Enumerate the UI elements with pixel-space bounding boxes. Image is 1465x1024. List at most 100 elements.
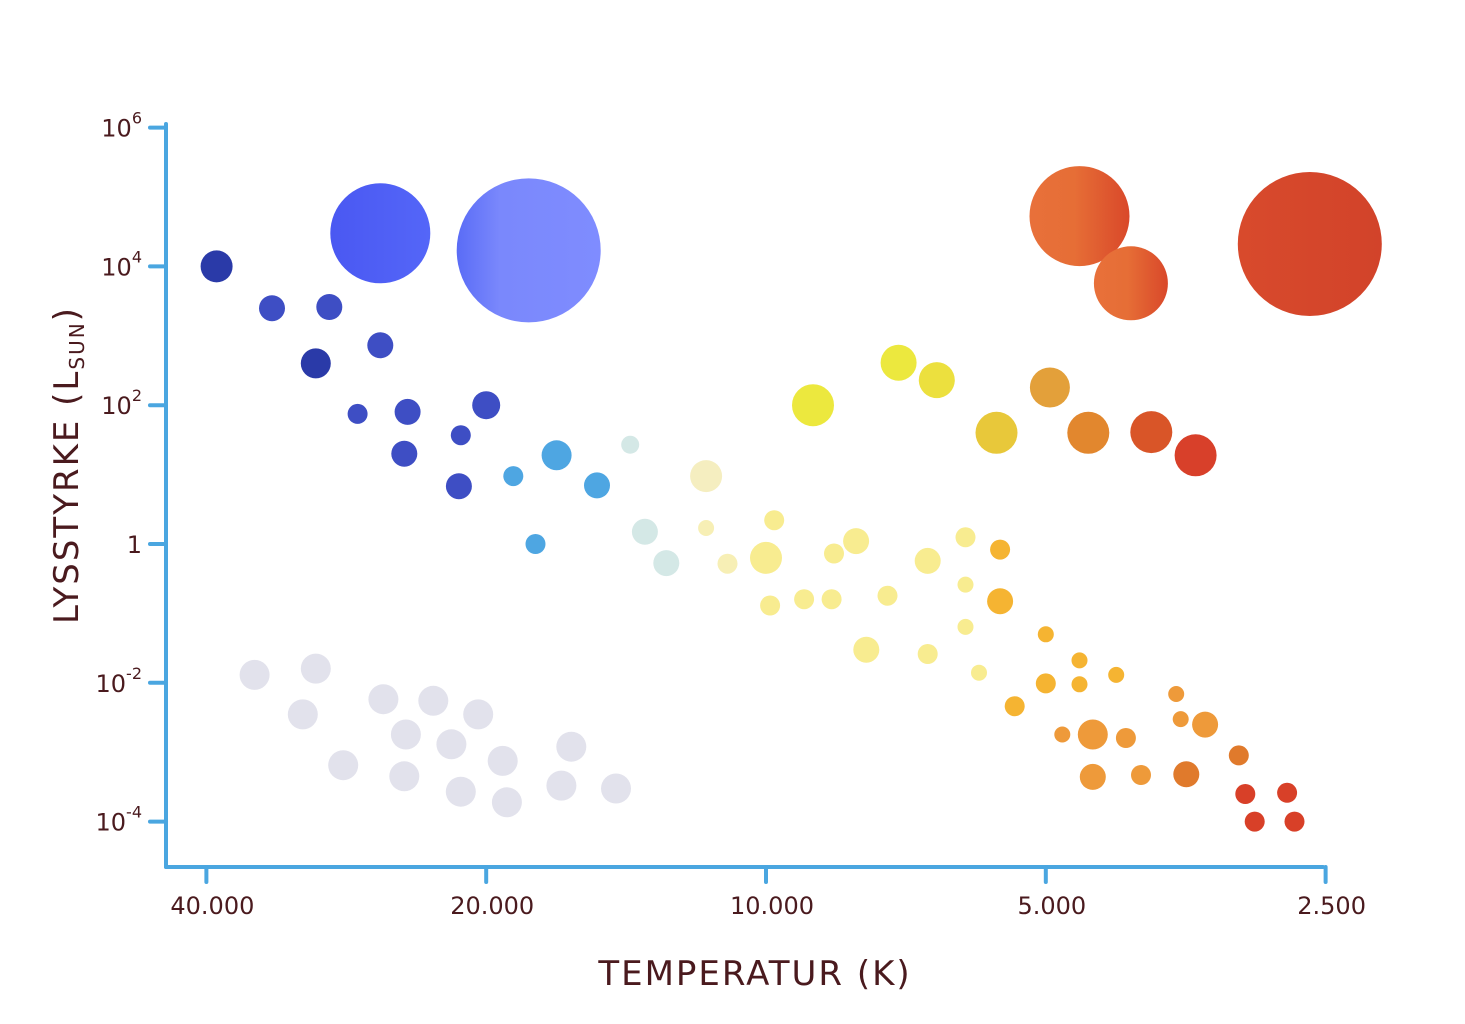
star-point [698,520,715,536]
star-point [1093,246,1168,321]
star-point [525,534,546,554]
y-tick-label: 1 [127,531,142,559]
star-point [1115,728,1136,748]
star-point [717,553,738,574]
star-point [328,750,359,781]
star-point [1131,765,1151,785]
star-point [546,770,577,801]
star-point [621,435,640,454]
star-point [957,576,974,593]
x-tick-label: 2.500 [1297,892,1366,920]
star-point [541,440,572,471]
star-point [367,332,394,359]
y-axis-title-main: LYSSTYRKE (L [47,370,87,624]
y-tick-labels: 106 104 102 1 10-2 10-4 [96,109,168,837]
star-point [347,403,368,424]
star-point [1071,676,1088,693]
star-point [450,425,471,446]
star-point [1168,686,1185,702]
y-axis-title: LYSSTYRKE (LSUN) [47,306,89,624]
data-points [200,166,1382,832]
star-point [463,699,494,730]
star-point [584,472,610,499]
star-point [1173,761,1200,788]
star-point [368,684,399,715]
star-point [445,776,476,807]
star-point [330,183,431,284]
star-point [750,541,782,574]
x-tick-label: 5.000 [1017,892,1086,920]
star-point [259,295,285,322]
y-tick-label: 10-4 [96,803,143,837]
star-point [1071,652,1088,669]
star-point [843,528,870,555]
star-point [1172,711,1189,728]
star-point [1277,782,1298,803]
star-point [1174,434,1217,477]
star-point [1108,666,1125,683]
y-axis-title-close: ) [47,306,87,321]
star-point [445,473,472,500]
star-point [601,773,631,804]
star-point [418,685,449,716]
y-tick-label: 106 [101,109,142,143]
star-point [1079,763,1106,790]
star-point [436,729,467,760]
star-point [918,362,955,399]
star-point [653,550,680,577]
star-point [391,440,418,467]
star-point [792,384,834,427]
star-point [975,411,1018,454]
x-axis-title: TEMPERATUR (K) [597,954,911,994]
star-point [1035,673,1056,694]
star-point [1228,745,1249,766]
star-point [503,466,524,487]
star-point [917,644,938,664]
star-point [200,250,233,283]
y-tick-label: 104 [101,247,142,281]
star-point [300,348,331,379]
star-point [987,588,1014,615]
star-point [1237,172,1382,316]
star-point [764,510,785,531]
star-point [491,787,522,818]
star-point [877,585,898,606]
axes [164,122,1325,869]
star-point [1192,711,1219,738]
star-point [389,761,420,792]
star-point [957,618,974,635]
star-point [990,539,1011,560]
x-tick-labels: 40.000 20.000 10.000 5.000 2.500 [170,865,1366,920]
x-tick-label: 40.000 [170,892,254,920]
star-point [880,344,917,381]
star-point [1130,411,1173,454]
y-tick-label: 102 [101,386,142,420]
star-point [824,543,844,564]
star-point [1284,811,1305,832]
star-point [456,178,601,323]
star-point [1029,367,1070,408]
y-tick-label: 10-2 [96,664,143,698]
star-point [1029,166,1130,267]
star-point [760,595,781,616]
star-point [1004,696,1025,717]
star-point [955,527,976,548]
star-point [794,589,815,610]
star-point [1037,626,1054,643]
star-point [287,699,318,730]
y-axis-title-sub: SUN [65,321,89,369]
star-point [556,731,587,762]
star-point [390,719,421,750]
star-point [1077,719,1108,750]
star-point [1067,411,1110,454]
star-point [1244,811,1265,832]
star-point [971,664,987,681]
star-point [631,518,658,545]
x-tick-label: 20.000 [450,892,534,920]
star-point [472,391,501,420]
x-tick-label: 10.000 [730,892,814,920]
star-point [394,398,421,425]
star-point [300,653,331,684]
star-point [316,294,343,320]
